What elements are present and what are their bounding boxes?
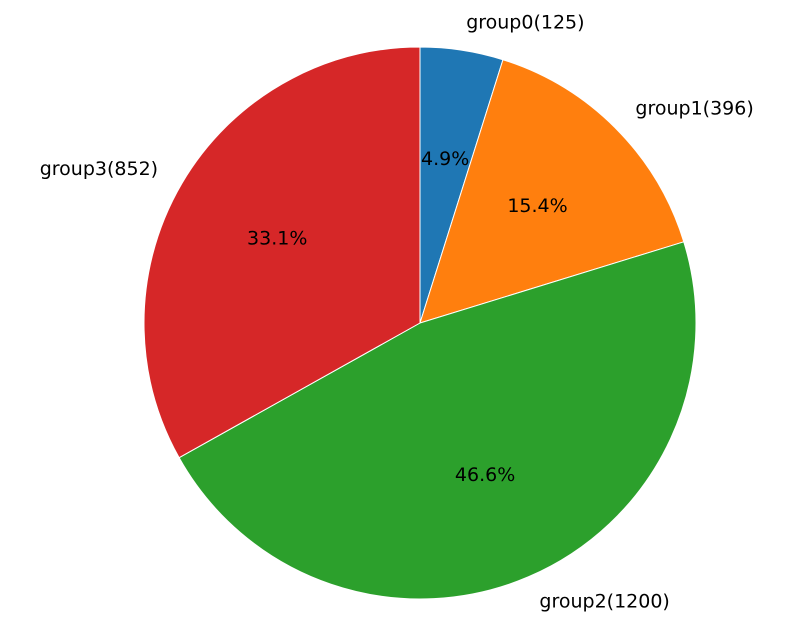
percent-labels: 4.9% 15.4% 46.6% 33.1% (247, 148, 568, 486)
percent-label-group0: 4.9% (421, 148, 469, 170)
pie-slice-group3 (143, 46, 421, 459)
percent-label-group3: 33.1% (247, 228, 307, 250)
pie-slices (143, 46, 697, 600)
pie-slice-group2 (178, 241, 697, 600)
category-label-group3: group3(852) (40, 158, 158, 180)
percent-label-group2: 46.6% (455, 464, 515, 486)
pie-slice-group1 (419, 59, 685, 324)
category-label-group2: group2(1200) (539, 591, 669, 613)
percent-label-group1: 15.4% (507, 195, 567, 217)
category-label-group0: group0(125) (466, 11, 584, 33)
category-labels: group0(125) group1(396) group2(1200) group3… (40, 11, 754, 612)
category-label-group1: group1(396) (635, 98, 753, 120)
